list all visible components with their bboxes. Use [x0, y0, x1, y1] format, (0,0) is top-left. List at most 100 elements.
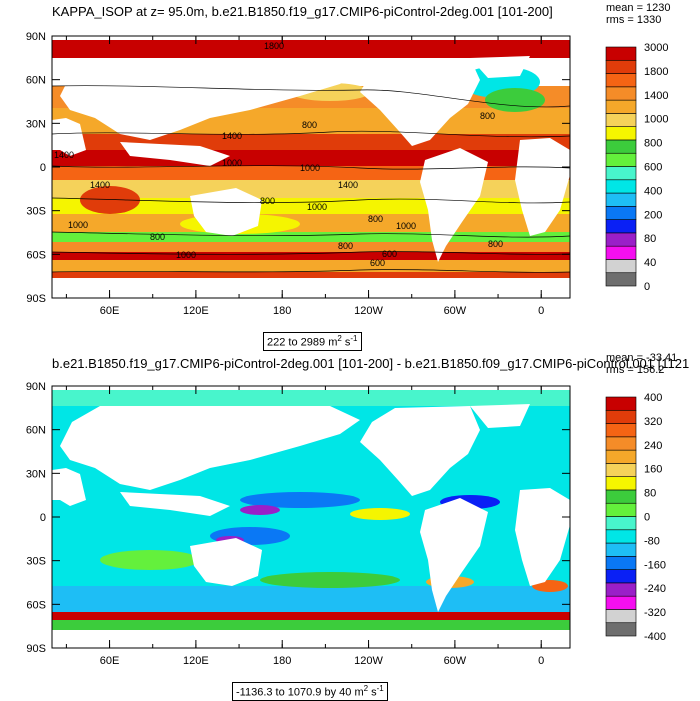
colorbar-swatch [605, 113, 637, 127]
top-range-label: 222 to 2989 m2 s-1 [263, 332, 362, 351]
lat-tick-label: 30N [26, 468, 46, 480]
contour-label: 600 [370, 258, 385, 268]
colorbar-swatch [605, 423, 637, 438]
colorbar-swatch [605, 139, 637, 154]
colorbar-swatch [605, 152, 637, 167]
contour-label: 800 [480, 111, 495, 121]
colorbar-swatch [605, 99, 637, 114]
lon-tick-label: 60E [100, 655, 120, 667]
top-map-field: 1800 800 1400 800 1000 1000 1400 1400 80… [52, 36, 570, 298]
lat-tick-label: 90S [26, 293, 46, 305]
colorbar-swatch [605, 622, 637, 637]
bottom-panel-mean: mean = -33.41 [606, 352, 678, 364]
colorbar-swatch [605, 179, 637, 194]
eurasia-land [60, 58, 360, 140]
lat-tick-label: 60S [26, 249, 46, 261]
lon-tick-label: 0 [538, 655, 544, 667]
top-panel-rms: rms = 1330 [606, 14, 662, 26]
contour-label: 1400 [338, 180, 358, 190]
colorbar-swatch [605, 166, 637, 181]
maritime-continent-land [120, 142, 230, 166]
lat-tick-label: 30S [26, 556, 46, 568]
colorbar-swatch [605, 409, 637, 424]
colorbar-label: -240 [644, 583, 666, 595]
colorbar-label: 320 [644, 416, 662, 428]
contour-label: 800 [338, 241, 353, 251]
colorbar-label: -80 [644, 535, 660, 547]
contour-label: 1000 [307, 202, 327, 212]
bottom-range-label: -1136.3 to 1070.9 by 40 m2 s-1 [232, 682, 388, 701]
colorbar-label: 80 [644, 488, 656, 500]
colorbar-swatch [605, 516, 637, 531]
colorbar-label: 0 [644, 512, 650, 524]
colorbar-label: 1800 [644, 66, 668, 78]
lat-tick-label: 30S [26, 206, 46, 218]
colorbar-label: 400 [644, 185, 662, 197]
colorbar-label: 240 [644, 440, 662, 452]
contour-label: 1000 [222, 158, 242, 168]
lat-tick-label: 0 [40, 512, 46, 524]
colorbar-swatch [605, 595, 637, 610]
lon-tick-label: 120E [183, 655, 209, 667]
lat-tick-label: 60S [26, 599, 46, 611]
colorbar-swatch [605, 396, 637, 411]
antarctica-land [52, 278, 570, 298]
colorbar-swatch [605, 476, 637, 491]
colorbar-label: -320 [644, 607, 666, 619]
colorbar-label: 1000 [644, 114, 668, 126]
lat-tick-label: 90N [26, 381, 46, 393]
lon-tick-label: 60W [444, 305, 467, 317]
colorbar-label: -400 [644, 631, 666, 643]
contour-label: 1400 [90, 180, 110, 190]
colorbar-swatch [605, 529, 637, 544]
contour-label: 1000 [300, 163, 320, 173]
colorbar-swatch [605, 609, 637, 624]
contour-label: 1000 [68, 220, 88, 230]
colorbar-swatch [605, 126, 637, 141]
lon-tick-label: 120E [183, 305, 209, 317]
north-america-land [360, 58, 480, 146]
africa-east-land [515, 138, 570, 236]
colorbar-swatch [605, 449, 637, 464]
colorbar-label: 800 [644, 138, 662, 150]
colorbar-swatch [605, 569, 637, 584]
lat-tick-label: 30N [26, 118, 46, 130]
colorbar-label: 0 [644, 281, 650, 293]
contour-label: 800 [150, 232, 165, 242]
top-map-figure: 1800 800 1400 800 1000 1000 1400 1400 80… [26, 31, 669, 317]
colorbar-label: 200 [644, 209, 662, 221]
greenland-land [470, 56, 530, 78]
colorbar-label: 80 [644, 233, 656, 245]
bottom-map-figure: 90N 60N 30N 0 30S 60S 90S 60E 120E 180 120W 60W 0 -… [26, 381, 666, 667]
colorbar-swatch [605, 272, 637, 287]
lon-tick-label: 120W [354, 655, 383, 667]
top-panel-mean: mean = 1230 [606, 2, 671, 14]
colorbar-swatch [605, 463, 637, 477]
lon-tick-label: 120W [354, 305, 383, 317]
colorbar-swatch [605, 219, 637, 234]
colorbar-swatch [605, 582, 637, 597]
colorbar-label: 160 [644, 464, 662, 476]
lon-tick-label: 60W [444, 655, 467, 667]
contour-label: 600 [382, 249, 397, 259]
contour-label: 1000 [396, 221, 416, 231]
colorbar-label: 400 [644, 392, 662, 404]
contour-label: 1400 [54, 150, 74, 160]
contour-label: 1400 [222, 131, 242, 141]
bottom-panel-rms: rms = 156.2 [606, 364, 665, 376]
colorbar-swatch [605, 46, 637, 61]
colorbar-swatch [605, 59, 637, 74]
lat-tick-label: 60N [26, 75, 46, 87]
colorbar-label: 600 [644, 162, 662, 174]
colorbar-swatch [605, 259, 637, 274]
lat-tick-label: 90N [26, 31, 46, 43]
contour-label: 1800 [264, 41, 284, 51]
bottom-panel-title: b.e21.B1850.f19_g17.CMIP6-piControl-2deg… [52, 356, 690, 371]
colorbar-swatch [605, 245, 637, 260]
colorbar-swatch [605, 206, 637, 220]
lon-tick-label: 180 [273, 305, 291, 317]
contour-label: 1000 [176, 250, 196, 260]
africa-land [52, 118, 86, 156]
contour-label: 800 [260, 196, 275, 206]
arctic-band [52, 40, 570, 58]
